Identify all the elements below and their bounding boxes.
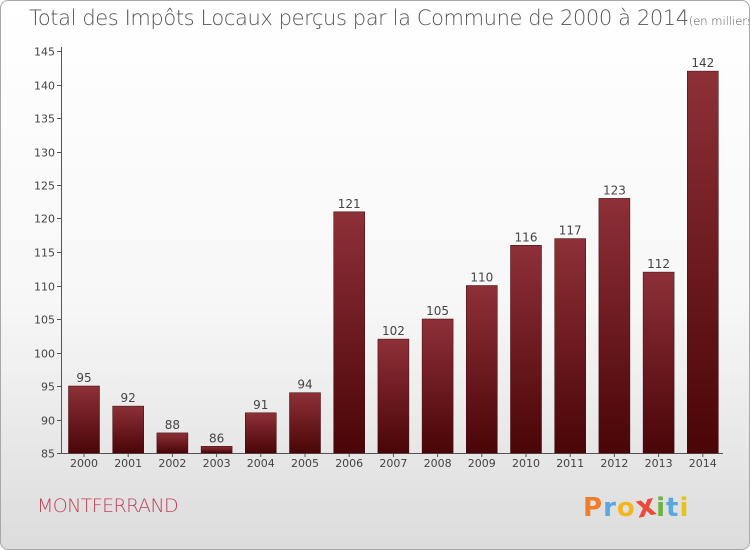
value-label: 117 [559, 224, 582, 238]
bars [68, 70, 719, 454]
bar-2005 [289, 392, 321, 454]
bar-2008 [421, 318, 454, 454]
value-label: 121 [338, 197, 361, 211]
y-tick-label: 85 [41, 448, 55, 461]
y-tick-label: 135 [34, 113, 55, 126]
logo-letter: P [583, 493, 604, 523]
x-tick-label: 2004 [247, 457, 275, 470]
value-label: 123 [603, 183, 626, 197]
logo-letter: o [616, 493, 636, 523]
y-tick-label: 145 [34, 46, 55, 59]
bar-2010 [510, 245, 542, 454]
bar-2006 [333, 211, 365, 454]
bar-2007 [377, 338, 410, 454]
value-label: 142 [691, 56, 714, 70]
x-tick-label: 2013 [645, 457, 673, 470]
bar-2003 [200, 446, 233, 454]
x-tick-label: 2011 [556, 457, 584, 470]
y-tick-label: 130 [34, 147, 55, 160]
bar-2012 [598, 198, 631, 454]
value-label: 95 [76, 371, 91, 385]
value-label: 92 [121, 391, 136, 405]
chart-title-text: Total des Impôts Locaux perçus par la Co… [29, 6, 689, 30]
bar-2004 [245, 412, 277, 454]
y-tick-label: 95 [41, 381, 55, 394]
value-label: 102 [382, 324, 405, 338]
bar-2001 [112, 405, 144, 454]
y-tick-label: 115 [34, 247, 55, 260]
y-tick-label: 110 [34, 281, 55, 294]
y-tick-label: 140 [34, 80, 55, 93]
logo-letter: i [656, 493, 667, 523]
value-label: 105 [426, 304, 449, 318]
commune-name: MONTFERRAND [37, 495, 179, 517]
chart-unit: (en milliers d'€) [688, 14, 750, 28]
y-tick-label: 105 [34, 314, 55, 327]
x-tick-label: 2002 [158, 457, 186, 470]
axes: 85 90 95 100 105 110 115 120 125 130 135 140 145 [34, 46, 723, 461]
bar-2000 [68, 385, 100, 454]
y-tick-label: 125 [34, 180, 55, 193]
value-label: 86 [209, 431, 224, 445]
x-tick-label: 2001 [114, 457, 142, 470]
bar-2013 [642, 271, 675, 454]
value-label: 91 [253, 398, 268, 412]
x-tick-label: 2006 [335, 457, 363, 470]
bar-2014 [687, 70, 719, 454]
logo-letter: r [603, 493, 617, 523]
x-tick-label: 2003 [203, 457, 231, 470]
x-tick-label: 2010 [512, 457, 540, 470]
x-tick-label: 2008 [424, 457, 452, 470]
proxiti-logo[interactable]: Proxiti [583, 487, 690, 525]
value-label: 94 [297, 378, 312, 392]
value-label: 110 [470, 271, 493, 285]
value-label: 112 [647, 257, 670, 271]
logo-letter: t [666, 493, 680, 523]
value-label: 116 [515, 230, 538, 244]
x-tick-label: 2009 [468, 457, 496, 470]
y-tick-label: 100 [34, 348, 55, 361]
x-tick-label: 2012 [600, 457, 628, 470]
y-tick-label: 120 [34, 213, 55, 226]
labels: 2000 95 2001 92 2002 88 2003 86 2004 91 2005 94 2006… [70, 56, 717, 470]
x-tick-label: 2014 [689, 457, 717, 470]
x-tick-label: 2000 [70, 457, 98, 470]
value-label: 88 [165, 418, 180, 432]
bar-2011 [554, 238, 586, 454]
bar-2009 [466, 285, 498, 454]
y-tick-label: 90 [41, 415, 55, 428]
logo-letter: i [679, 493, 690, 523]
x-tick-label: 2005 [291, 457, 319, 470]
chart-title: Total des Impôts Locaux perçus par la Co… [29, 6, 750, 30]
x-tick-label: 2007 [379, 457, 407, 470]
bar-2002 [156, 432, 189, 454]
